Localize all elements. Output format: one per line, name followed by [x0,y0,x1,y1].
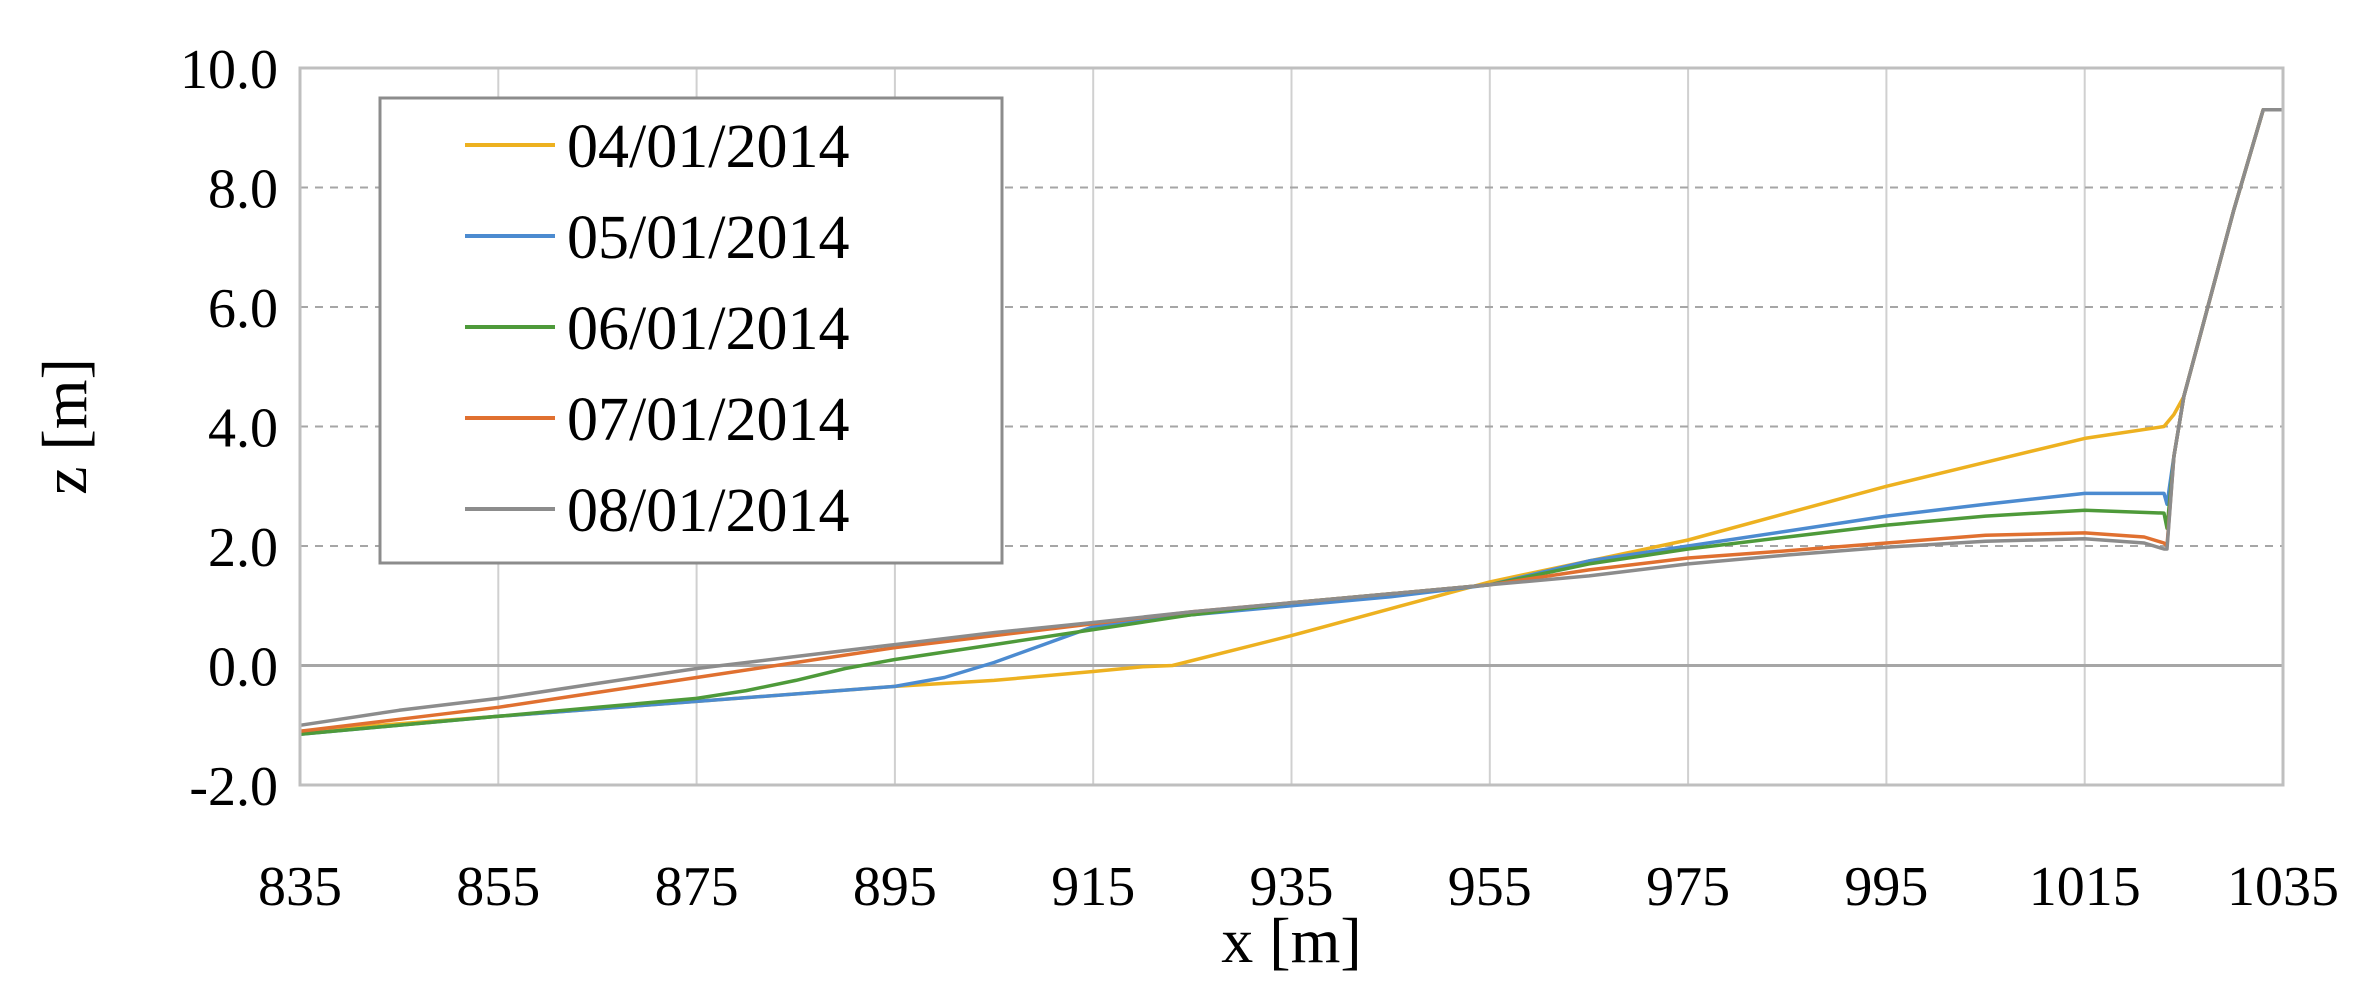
x-axis-title: x [m] [1221,905,1361,976]
legend-label: 07/01/2014 [567,386,849,454]
legend-label: 06/01/2014 [567,295,849,363]
legend-label: 05/01/2014 [567,204,849,272]
tick-layer: 835 855 875 895 915 935 955 975 995 1015 1035 -2.0 0… [180,39,2339,918]
y-tick-label: 0.0 [208,637,278,699]
y-tick-label: 8.0 [208,159,278,221]
y-tick-label: -2.0 [189,756,278,818]
x-tick-label: 995 [1844,856,1928,918]
y-tick-label: 4.0 [208,398,278,460]
y-tick-label: 6.0 [208,278,278,340]
x-tick-label: 835 [258,856,342,918]
y-tick-label: 2.0 [208,517,278,579]
x-tick-label: 1015 [2029,856,2141,918]
plot-frame [298,66,2285,787]
y-tick-label: 10.0 [180,39,278,101]
legend-label: 08/01/2014 [567,477,849,545]
x-tick-label: 1035 [2227,856,2339,918]
x-tick-label: 895 [853,856,937,918]
x-tick-label: 915 [1051,856,1135,918]
series-layer [299,108,2283,736]
x-tick-label: 935 [1250,856,1334,918]
x-tick-label: 855 [456,856,540,918]
series-line-5 [299,108,2283,728]
x-tick-label: 955 [1448,856,1532,918]
legend: 04/01/2014 05/01/2014 06/01/2014 07/01/2014… [378,96,1004,565]
y-axis-title: z [m] [29,358,100,495]
x-tick-label: 975 [1646,856,1730,918]
legend-box [378,96,1004,565]
legend-label: 04/01/2014 [567,113,849,181]
x-tick-label: 875 [655,856,739,918]
